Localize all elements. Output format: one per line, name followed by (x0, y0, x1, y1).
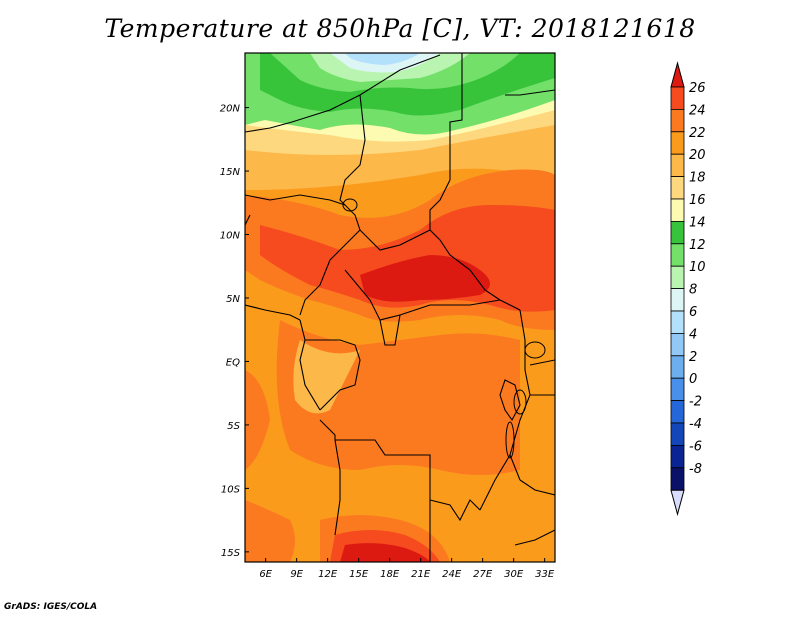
colorbar-bin (670, 332, 685, 357)
colorbar-bin (670, 422, 685, 446)
colorbar-label: -4 (689, 417, 702, 432)
colorbar-label: -6 (689, 439, 702, 454)
colorbar-bin (670, 131, 685, 155)
latitude-axis: 20N 15N 10N 5N EQ 5S 10S 15S (220, 104, 249, 559)
colorbar-label: 12 (689, 238, 706, 253)
map-frame (244, 52, 556, 563)
country-borders (245, 53, 555, 562)
lat-tick-label: 15N (220, 167, 241, 178)
colorbar-label: 24 (689, 103, 706, 118)
colorbar-bin (670, 153, 685, 177)
lon-tick-label: 15E (349, 569, 369, 580)
colorbar-label: 20 (689, 148, 706, 163)
colorbar-label: 16 (689, 193, 706, 208)
colorbar-bin (670, 220, 685, 245)
lat-tick-label: 20N (220, 104, 241, 115)
longitude-axis: 6E 9E 12E 15E 18E 21E 24E 27E 30E 33E (259, 558, 555, 580)
colorbar-bin (670, 288, 685, 312)
colorbar-label: 22 (689, 126, 706, 141)
colorbar-bottom-arrow (670, 489, 685, 517)
colorbar-bin (670, 176, 685, 200)
colorbar-label: 26 (689, 81, 706, 96)
grads-credit: GrADS: IGES/COLA (4, 602, 98, 612)
lon-tick-label: 12E (318, 569, 338, 580)
colorbar-label: 14 (689, 215, 706, 230)
colorbar-bin (670, 86, 685, 110)
lon-tick-label: 9E (290, 569, 303, 580)
colorbar-label: 0 (689, 372, 697, 387)
colorbar-label: 2 (689, 350, 697, 365)
lat-tick-label: EQ (226, 357, 240, 368)
colorbar-label: 18 (689, 171, 706, 186)
lon-tick-label: 30E (504, 569, 524, 580)
colorbar-bin (670, 355, 685, 379)
lat-tick-label: 10N (220, 231, 241, 242)
colorbar-label: 10 (689, 260, 706, 275)
colorbar-top-arrow (670, 61, 685, 88)
lat-tick-label: 5N (226, 294, 240, 305)
colorbar-bin (670, 198, 685, 222)
colorbar-bin (670, 310, 685, 334)
lon-tick-label: 24E (442, 569, 462, 580)
colorbar-bin (670, 265, 685, 290)
colorbar-label: 4 (689, 327, 697, 342)
lon-tick-label: 27E (473, 569, 493, 580)
lon-tick-label: 6E (259, 569, 272, 580)
colorbar-bin (670, 467, 685, 491)
map-title: Temperature at 850hPa [C], VT: 201812161… (104, 14, 696, 43)
lat-tick-label: 15S (221, 548, 241, 559)
colorbar-label: -8 (689, 462, 702, 477)
lat-tick-label: 5S (227, 421, 240, 432)
colorbar-label: 8 (689, 283, 697, 298)
colorbar-bin (670, 400, 685, 424)
temperature-field (245, 53, 555, 562)
colorbar-bin (670, 444, 685, 469)
colorbar-bin (670, 243, 685, 267)
lon-tick-label: 18E (380, 569, 400, 580)
colorbar-label: 6 (689, 305, 697, 320)
lon-tick-label: 21E (411, 569, 431, 580)
lakes (342, 198, 546, 459)
colorbar-label: -2 (689, 395, 702, 410)
colorbar-bin (670, 109, 685, 133)
colorbar-bin (670, 377, 685, 402)
lat-tick-label: 10S (221, 484, 241, 495)
lon-tick-label: 33E (535, 569, 555, 580)
